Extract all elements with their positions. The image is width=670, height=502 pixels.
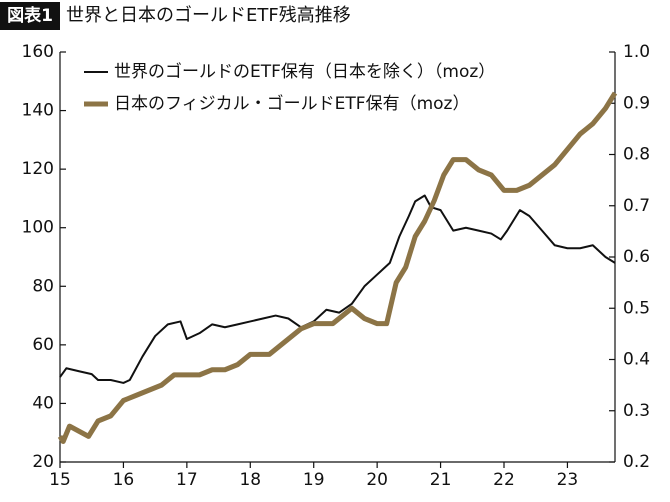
y-tick-label: 160 [22,42,54,62]
x-tick-label: 19 [303,470,325,490]
x-tick-label: 23 [557,470,579,490]
y2-tick-label: 0.9 [623,93,650,113]
y2-tick-label: 0.7 [623,196,650,216]
y2-tick-label: 0.3 [623,401,650,421]
y2-tick-label: 0.5 [623,298,650,318]
y2-tick-label: 1.0 [623,42,650,62]
legend-label: 日本のフィジカル・ゴールドETF保有（moz） [114,93,469,114]
y-tick-label: 20 [32,452,54,472]
legend-label: 世界のゴールドのETF保有（日本を除く）（moz） [114,61,495,82]
series-line [59,194,616,384]
y-tick-label: 60 [32,335,54,355]
y2-tick-label: 0.2 [623,452,650,472]
x-tick-label: 20 [366,470,388,490]
y2-tick-label: 0.4 [623,350,650,370]
y-tick-label: 120 [22,159,54,179]
x-tick-label: 18 [239,470,261,490]
y-tick-label: 80 [32,276,54,296]
chart-title: 世界と日本のゴールドETF残高推移 [66,5,351,26]
series-line [57,91,618,444]
y-tick-label: 40 [32,393,54,413]
x-tick-label: 22 [493,470,515,490]
x-tick-label: 15 [49,470,71,490]
x-tick-label: 16 [113,470,135,490]
y2-tick-label: 0.6 [623,247,650,267]
x-tick-label: 21 [430,470,452,490]
y2-tick-label: 0.8 [623,145,650,165]
label-box [0,2,60,30]
figure-label: 図表1 [7,5,53,26]
x-tick-label: 17 [176,470,198,490]
y-tick-label: 140 [22,101,54,121]
y-tick-label: 100 [22,218,54,238]
